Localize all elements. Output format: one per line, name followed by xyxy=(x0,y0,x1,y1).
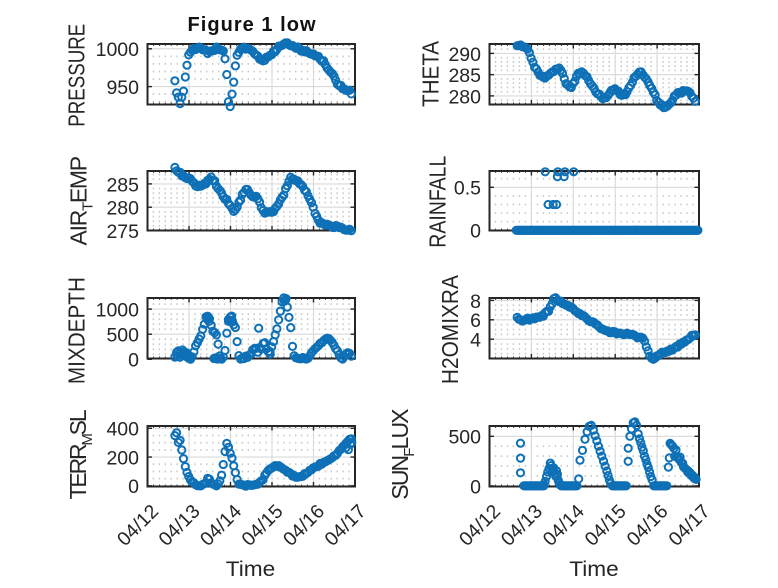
svg-text:THETA: THETA xyxy=(417,40,443,107)
svg-text:8: 8 xyxy=(470,291,481,313)
svg-text:275: 275 xyxy=(106,221,139,243)
svg-text:400: 400 xyxy=(106,419,139,441)
svg-text:Time: Time xyxy=(226,558,276,581)
svg-text:0: 0 xyxy=(470,221,481,243)
svg-text:200: 200 xyxy=(106,447,139,469)
svg-text:0.5: 0.5 xyxy=(454,178,481,200)
svg-text:280: 280 xyxy=(106,198,139,220)
svg-text:950: 950 xyxy=(106,77,139,99)
svg-text:285: 285 xyxy=(106,174,139,196)
svg-text:TERRMSL: TERRMSL xyxy=(65,409,96,499)
svg-text:AIRTEMP: AIRTEMP xyxy=(66,156,97,245)
svg-text:RAINFALL: RAINFALL xyxy=(425,156,451,248)
svg-text:0: 0 xyxy=(128,350,139,372)
svg-text:0: 0 xyxy=(128,476,139,498)
svg-text:290: 290 xyxy=(448,44,481,66)
svg-text:1000: 1000 xyxy=(96,39,140,61)
svg-text:Figure 1 low: Figure 1 low xyxy=(188,14,316,36)
svg-text:280: 280 xyxy=(448,86,481,108)
svg-text:0: 0 xyxy=(470,476,481,498)
svg-text:H2OMIXRA: H2OMIXRA xyxy=(437,275,463,385)
svg-text:4: 4 xyxy=(470,330,481,352)
svg-text:MIXDEPTH: MIXDEPTH xyxy=(64,277,90,384)
svg-text:Time: Time xyxy=(569,558,619,581)
svg-text:500: 500 xyxy=(448,427,481,449)
svg-text:6: 6 xyxy=(470,310,481,332)
svg-text:PRESSURE: PRESSURE xyxy=(64,24,90,127)
svg-text:285: 285 xyxy=(448,65,481,87)
svg-text:1000: 1000 xyxy=(96,300,140,322)
svg-text:500: 500 xyxy=(106,325,139,347)
